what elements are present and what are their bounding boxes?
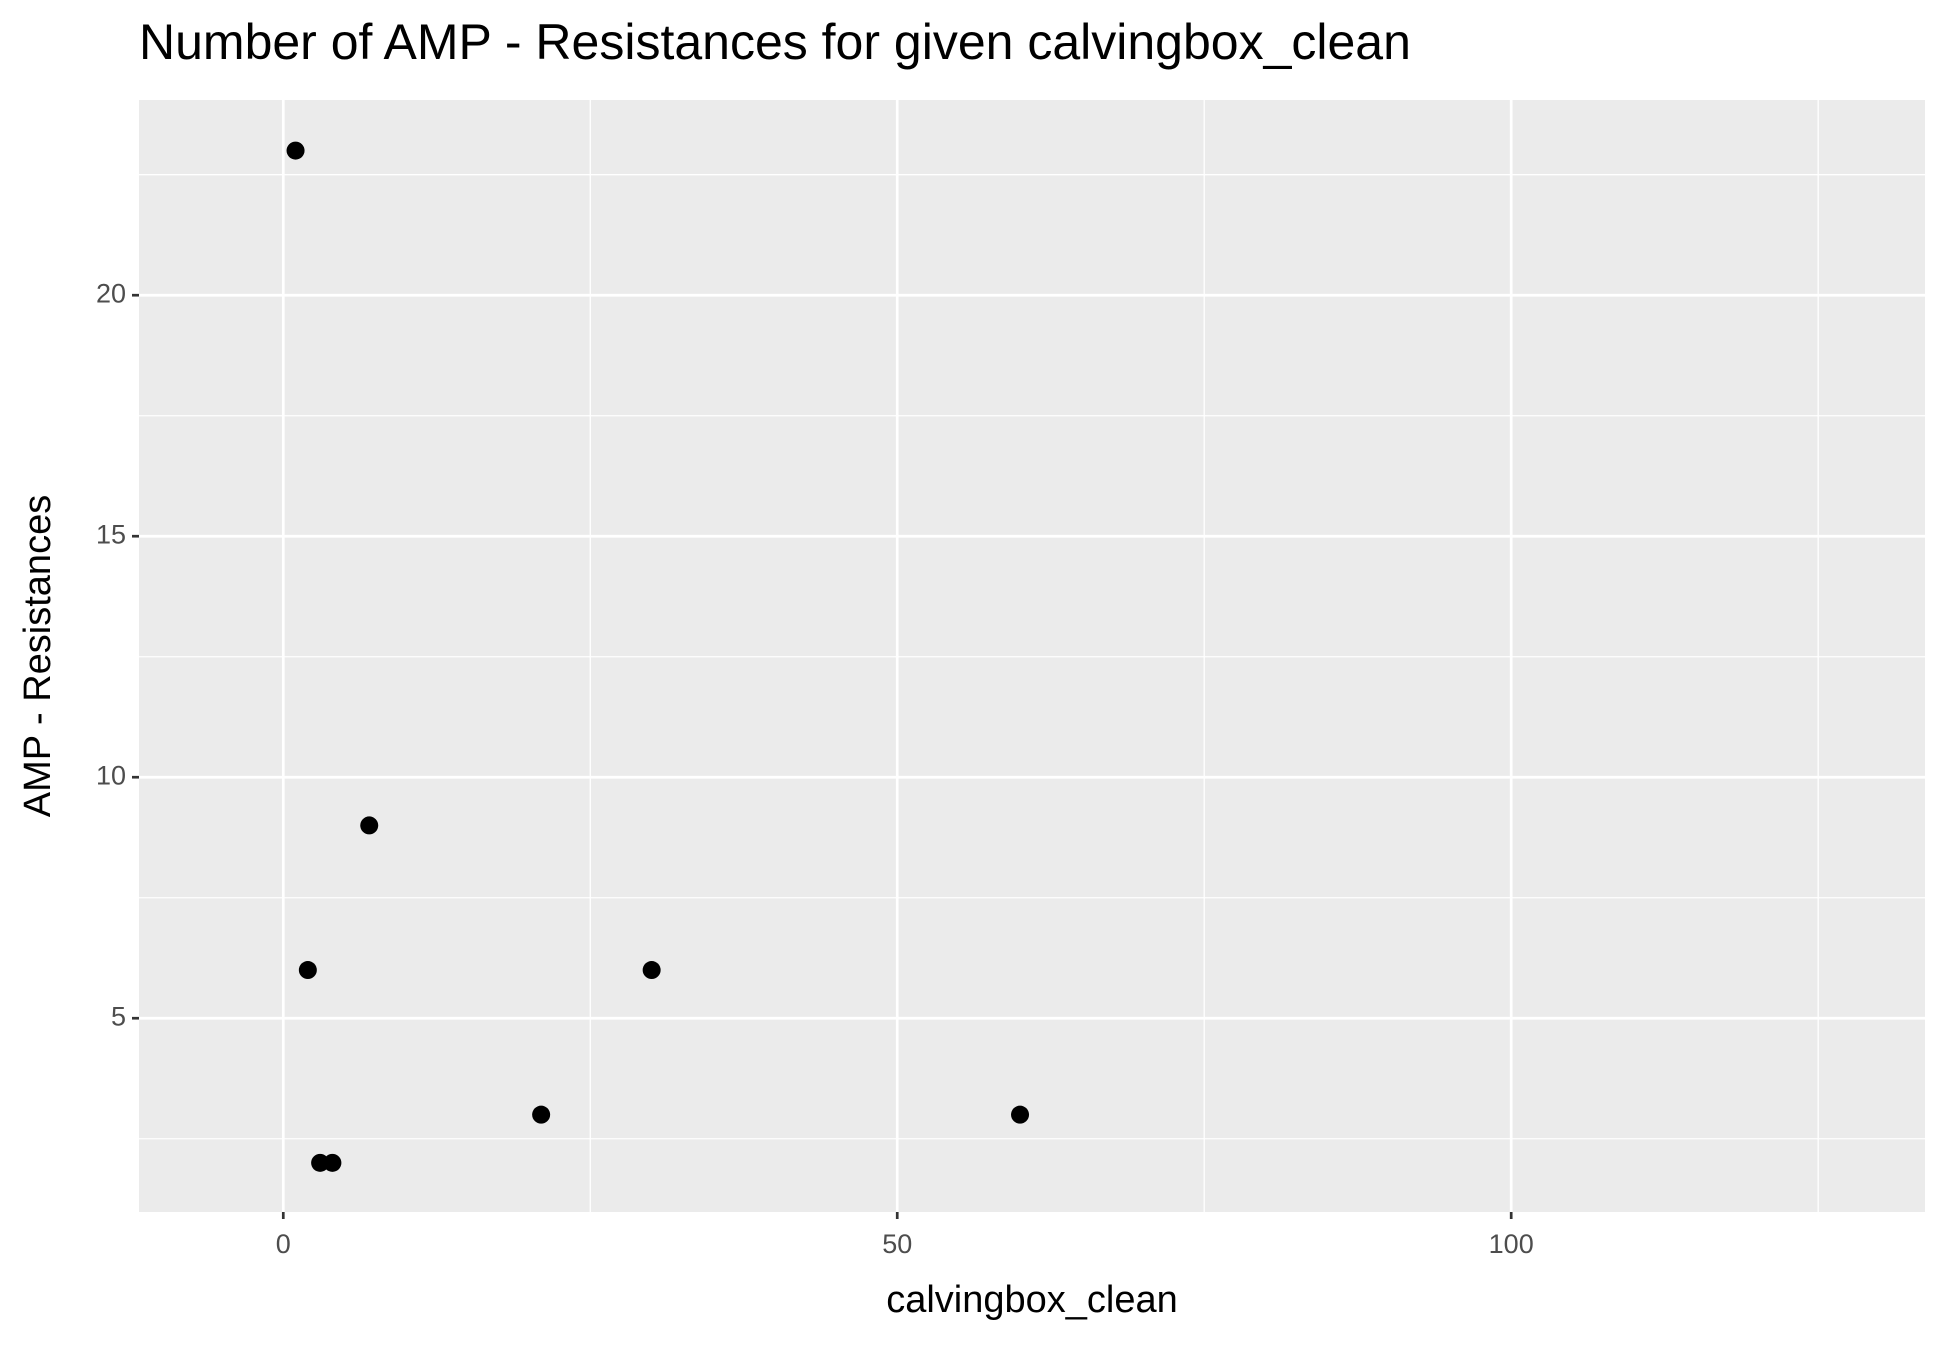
point [360,816,379,835]
point [532,1105,551,1124]
point [642,961,661,980]
y-tick-label: 5 [111,1001,126,1031]
point [298,961,317,980]
x-tick-label: 100 [1489,1229,1534,1259]
x-axis-title: calvingbox_clean [886,1279,1178,1321]
point [323,1153,342,1172]
y-axis-title: AMP - Resistances [17,495,59,817]
y-tick-label: 10 [96,760,126,790]
y-tick-label: 15 [96,519,126,549]
x-tick-label: 50 [882,1229,912,1259]
x-tick-label: 0 [276,1229,291,1259]
y-tick-label: 20 [96,278,126,308]
panel [139,100,1925,1212]
point [1011,1105,1030,1124]
point [286,141,305,160]
chart-title: Number of AMP - Resistances for given ca… [139,14,1411,70]
